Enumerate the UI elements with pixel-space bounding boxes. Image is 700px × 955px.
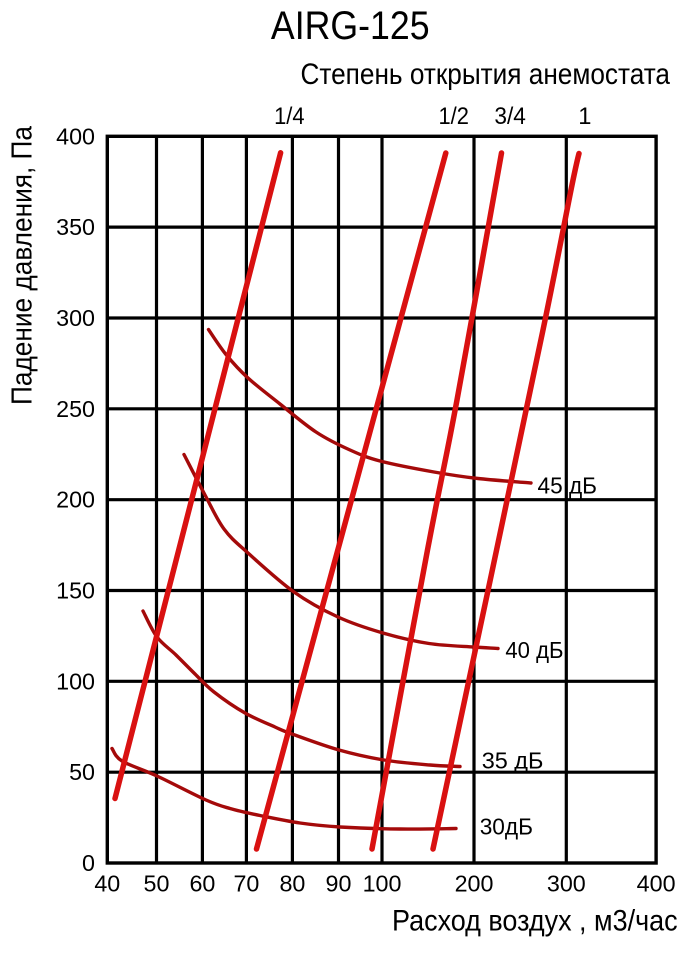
svg-text:1: 1 [578, 104, 591, 130]
svg-text:400: 400 [56, 123, 95, 149]
svg-text:50: 50 [69, 759, 95, 785]
svg-text:100: 100 [56, 668, 95, 694]
svg-text:Степень открытия анемостата: Степень открытия анемостата [301, 59, 671, 91]
svg-text:3/4: 3/4 [494, 104, 526, 130]
svg-text:70: 70 [233, 871, 259, 897]
svg-text:200: 200 [56, 487, 95, 513]
svg-text:0: 0 [82, 850, 95, 876]
svg-text:40 дБ: 40 дБ [505, 637, 563, 663]
svg-text:100: 100 [363, 871, 402, 897]
svg-text:30дБ: 30дБ [480, 814, 533, 840]
svg-text:60: 60 [189, 871, 215, 897]
svg-text:AIRG-125: AIRG-125 [271, 4, 430, 48]
svg-text:45 дБ: 45 дБ [538, 472, 598, 498]
svg-text:200: 200 [455, 871, 494, 897]
svg-text:1/2: 1/2 [439, 104, 469, 130]
svg-text:90: 90 [326, 871, 352, 897]
svg-text:40: 40 [94, 871, 120, 897]
svg-text:Расход воздух , м3/час: Расход воздух , м3/час [392, 905, 678, 937]
svg-text:350: 350 [56, 214, 95, 240]
svg-text:1/4: 1/4 [274, 104, 305, 130]
svg-text:35 дБ: 35 дБ [482, 747, 544, 773]
svg-text:80: 80 [279, 871, 305, 897]
svg-text:300: 300 [547, 871, 586, 897]
svg-text:400: 400 [637, 871, 676, 897]
svg-text:250: 250 [56, 396, 95, 422]
svg-text:Падение давления, Па: Падение давления, Па [7, 126, 39, 405]
svg-text:300: 300 [56, 305, 95, 331]
svg-text:50: 50 [144, 871, 170, 897]
svg-text:150: 150 [56, 578, 95, 604]
